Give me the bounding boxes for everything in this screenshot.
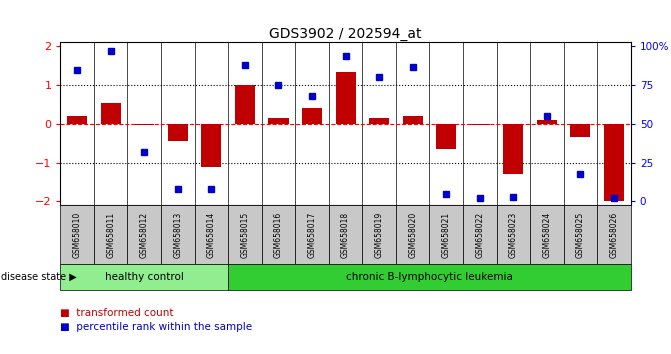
Bar (403, 116, 423, 124)
Text: GSM658018: GSM658018 (341, 211, 350, 258)
Text: GSM658015: GSM658015 (240, 211, 250, 258)
Text: GSM658022: GSM658022 (475, 211, 484, 258)
Bar (127, 205, 161, 264)
Bar (362, 205, 396, 264)
Bar (60, 205, 94, 264)
Bar (329, 205, 362, 264)
Bar (470, 124, 490, 125)
Bar (396, 205, 429, 264)
Bar (60, 264, 228, 290)
Bar (195, 205, 228, 264)
Bar (530, 205, 564, 264)
Bar (570, 124, 590, 137)
Bar (201, 124, 221, 166)
Bar (262, 205, 295, 264)
Text: GSM658024: GSM658024 (542, 211, 552, 258)
Bar (436, 124, 456, 149)
Bar (228, 264, 631, 290)
Text: GSM658021: GSM658021 (442, 211, 451, 258)
Text: GSM658016: GSM658016 (274, 211, 283, 258)
Text: disease state ▶: disease state ▶ (1, 272, 76, 282)
Bar (564, 205, 597, 264)
Bar (235, 85, 255, 124)
Text: GSM658014: GSM658014 (207, 211, 216, 258)
Text: GSM658026: GSM658026 (609, 211, 619, 258)
Bar (336, 72, 356, 124)
Bar (503, 124, 523, 174)
Bar (302, 108, 322, 124)
Text: GSM658020: GSM658020 (408, 211, 417, 258)
Bar (228, 205, 262, 264)
Text: ■  transformed count: ■ transformed count (60, 308, 174, 318)
Bar (463, 205, 497, 264)
Bar (537, 120, 557, 124)
Text: GSM658011: GSM658011 (106, 211, 115, 258)
Bar (134, 124, 154, 125)
Text: GSM658025: GSM658025 (576, 211, 585, 258)
Text: GSM658017: GSM658017 (307, 211, 317, 258)
Text: healthy control: healthy control (105, 272, 184, 282)
Bar (369, 118, 389, 124)
Text: GSM658010: GSM658010 (72, 211, 82, 258)
Title: GDS3902 / 202594_at: GDS3902 / 202594_at (269, 28, 422, 41)
Bar (101, 103, 121, 124)
Bar (429, 205, 463, 264)
Bar (268, 118, 289, 124)
Bar (597, 205, 631, 264)
Text: GSM658012: GSM658012 (140, 211, 149, 258)
Bar (67, 116, 87, 124)
Text: GSM658019: GSM658019 (374, 211, 384, 258)
Text: ■  percentile rank within the sample: ■ percentile rank within the sample (60, 322, 252, 332)
Text: chronic B-lymphocytic leukemia: chronic B-lymphocytic leukemia (346, 272, 513, 282)
Text: GSM658023: GSM658023 (509, 211, 518, 258)
Bar (295, 205, 329, 264)
Text: GSM658013: GSM658013 (173, 211, 183, 258)
Bar (94, 205, 127, 264)
Bar (168, 124, 188, 141)
Bar (604, 124, 624, 201)
Bar (497, 205, 530, 264)
Bar (161, 205, 195, 264)
